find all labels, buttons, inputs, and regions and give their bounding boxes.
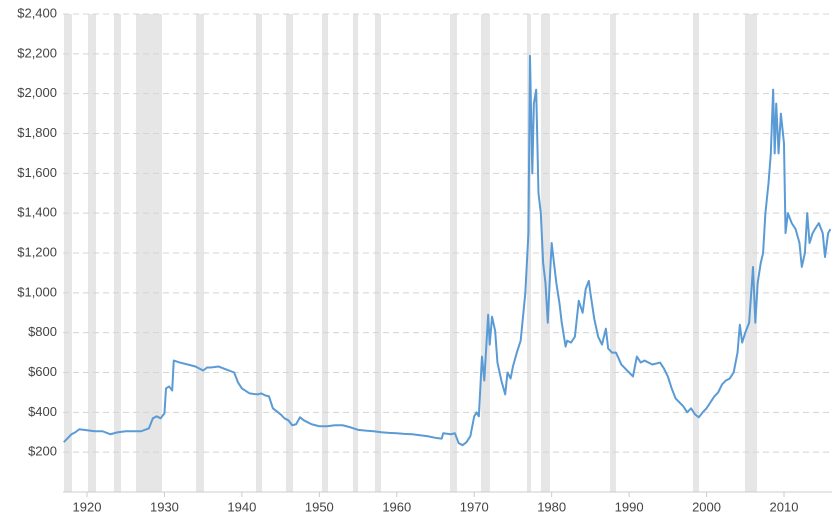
x-tick-label: 1930 <box>150 499 179 514</box>
x-tick-label: 1960 <box>382 499 411 514</box>
y-tick-label: $1,600 <box>17 165 57 180</box>
y-tick-label: $2,200 <box>17 45 57 60</box>
recession-band <box>609 14 616 492</box>
y-tick-label: $2,000 <box>17 85 57 100</box>
y-tick-label: $1,200 <box>17 244 57 259</box>
y-tick-label: $800 <box>28 324 57 339</box>
y-tick-label: $600 <box>28 364 57 379</box>
x-tick-label: 1990 <box>615 499 644 514</box>
y-tick-label: $1,000 <box>17 284 57 299</box>
y-tick-label: $1,400 <box>17 205 57 220</box>
recession-band <box>285 14 294 492</box>
recession-band <box>195 14 205 492</box>
x-tick-label: 1970 <box>460 499 489 514</box>
x-tick-label: 2000 <box>692 499 721 514</box>
price-line <box>63 54 832 447</box>
y-tick-label: $1,800 <box>17 125 57 140</box>
x-tick-label: 1950 <box>305 499 334 514</box>
x-tick-label: 1920 <box>73 499 102 514</box>
recession-band <box>88 14 96 492</box>
x-tick-label: 2010 <box>770 499 799 514</box>
y-tick-label: $200 <box>28 444 57 459</box>
y-tick-label: $2,400 <box>17 5 57 20</box>
recession-band <box>255 14 263 492</box>
x-tick-label: 1940 <box>227 499 256 514</box>
x-tick-label: 1980 <box>537 499 566 514</box>
y-tick-label: $400 <box>28 404 57 419</box>
